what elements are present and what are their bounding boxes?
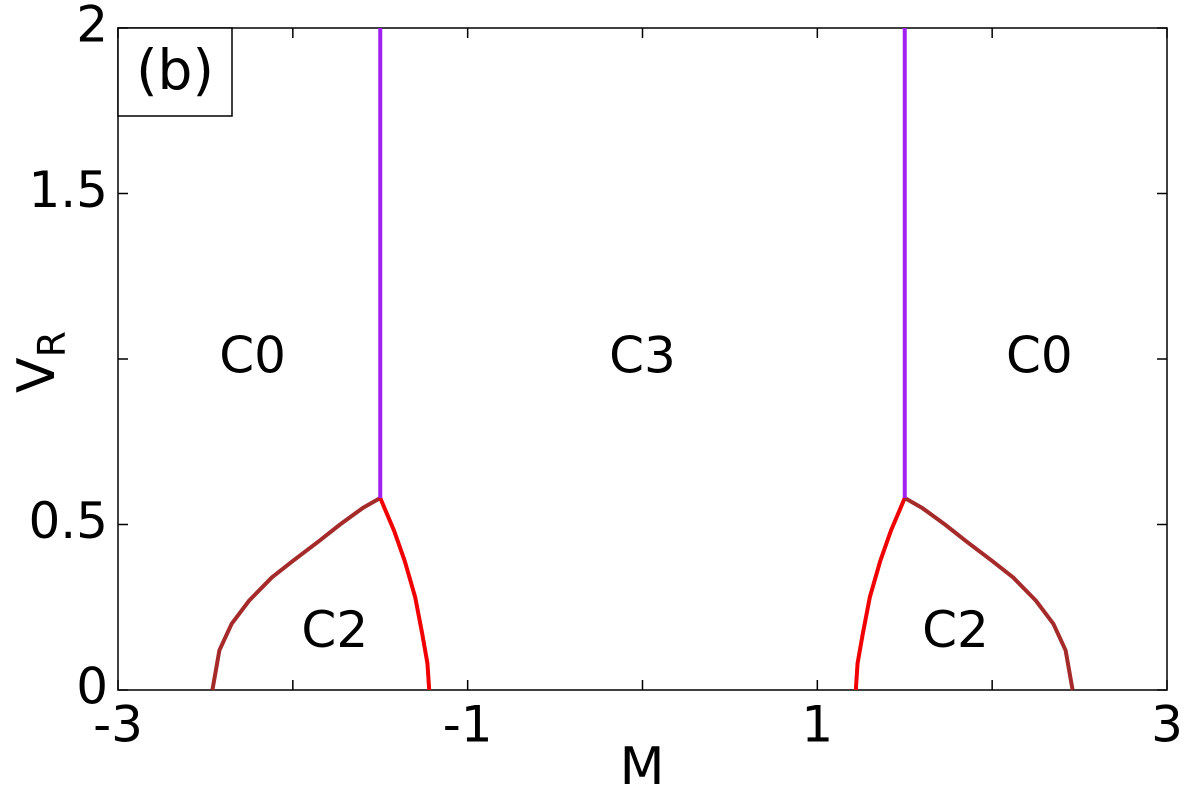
phase-label: C0: [1006, 327, 1073, 385]
y-axis-label-group: VR: [7, 331, 74, 393]
x-axis-label: M: [620, 737, 665, 797]
y-tick-label: 2: [76, 0, 108, 54]
x-tick-label: -1: [443, 696, 493, 754]
y-tick-label: 0: [76, 658, 108, 716]
x-tick-label: 3: [1151, 696, 1183, 754]
y-tick-label: 0.5: [28, 492, 108, 550]
y-axis-label-base: V: [7, 357, 67, 393]
x-tick-label: 1: [801, 696, 833, 754]
phase-label: C0: [219, 327, 286, 385]
phase-label: C2: [301, 601, 368, 659]
boundary-line: [210, 496, 382, 691]
phase-label: C3: [609, 327, 676, 385]
phase-label: C2: [922, 601, 989, 659]
boundary-line: [903, 496, 1075, 691]
boundary-line: [378, 497, 432, 691]
y-tick-label: 1.5: [28, 161, 108, 219]
y-axis-label: VR: [7, 331, 74, 393]
y-axis-label-sub: R: [30, 331, 74, 357]
panel-label-box: [117, 27, 233, 117]
boundary-line: [853, 497, 907, 691]
x-tick-label: -3: [93, 696, 143, 754]
panel-label: (b): [136, 38, 214, 102]
